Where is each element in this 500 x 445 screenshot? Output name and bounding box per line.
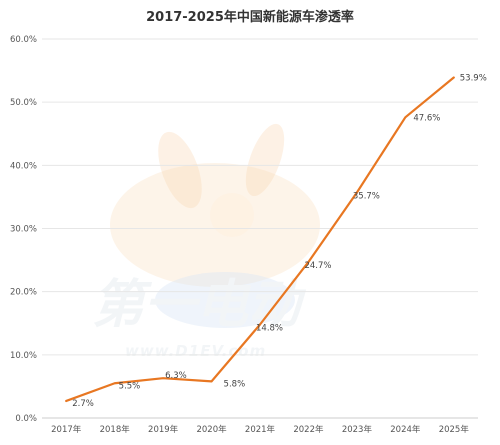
data-label: 5.8% bbox=[224, 379, 246, 389]
x-axis-ticks: 2017年 2018年 2019年 2020年 2021年 2022年 2023年 2024年… bbox=[51, 424, 469, 435]
data-label: 24.7% bbox=[304, 261, 331, 271]
x-tick-label: 2019年 bbox=[148, 424, 179, 435]
data-label: 5.5% bbox=[119, 381, 141, 391]
y-tick-label: 20.0% bbox=[10, 288, 37, 298]
data-label: 47.6% bbox=[413, 113, 440, 123]
x-tick-label: 2022年 bbox=[293, 424, 324, 435]
y-tick-label: 10.0% bbox=[10, 351, 37, 361]
x-tick-label: 2024年 bbox=[390, 424, 421, 435]
x-tick-label: 2021年 bbox=[245, 424, 276, 435]
y-tick-label: 60.0% bbox=[10, 35, 37, 45]
y-tick-label: 30.0% bbox=[10, 225, 37, 235]
watermark-logo-text: 第一电动 bbox=[92, 275, 307, 335]
x-tick-label: 2025年 bbox=[439, 424, 470, 435]
watermark-url: www.D1EV.com bbox=[125, 342, 266, 360]
x-tick-label: 2023年 bbox=[342, 424, 373, 435]
series-layer bbox=[65, 76, 455, 403]
x-tick-label: 2017年 bbox=[51, 424, 82, 435]
watermark-logo: 第一电动 www.D1EV.com bbox=[92, 123, 320, 360]
data-label: 53.9% bbox=[460, 74, 487, 84]
data-label: 35.7% bbox=[353, 191, 380, 201]
y-tick-label: 50.0% bbox=[10, 98, 37, 108]
x-tick-label: 2020年 bbox=[196, 424, 227, 435]
chart-title: 2017-2025年中国新能源车渗透率 bbox=[146, 9, 354, 25]
y-tick-label: 0.0% bbox=[15, 414, 37, 424]
grid-lines bbox=[42, 38, 478, 419]
y-tick-label: 40.0% bbox=[10, 161, 37, 171]
data-label: 6.3% bbox=[165, 371, 187, 381]
data-label: 14.8% bbox=[256, 324, 283, 334]
y-axis-ticks: 0.0% 10.0% 20.0% 30.0% 40.0% 50.0% 60.0% bbox=[10, 35, 37, 424]
data-label: 2.7% bbox=[72, 399, 94, 409]
x-tick-label: 2018年 bbox=[100, 424, 131, 435]
data-labels: 2.7% 5.5% 6.3% 5.8% 14.8% 24.7% 35.7% 47.6% 53.9… bbox=[72, 74, 487, 409]
